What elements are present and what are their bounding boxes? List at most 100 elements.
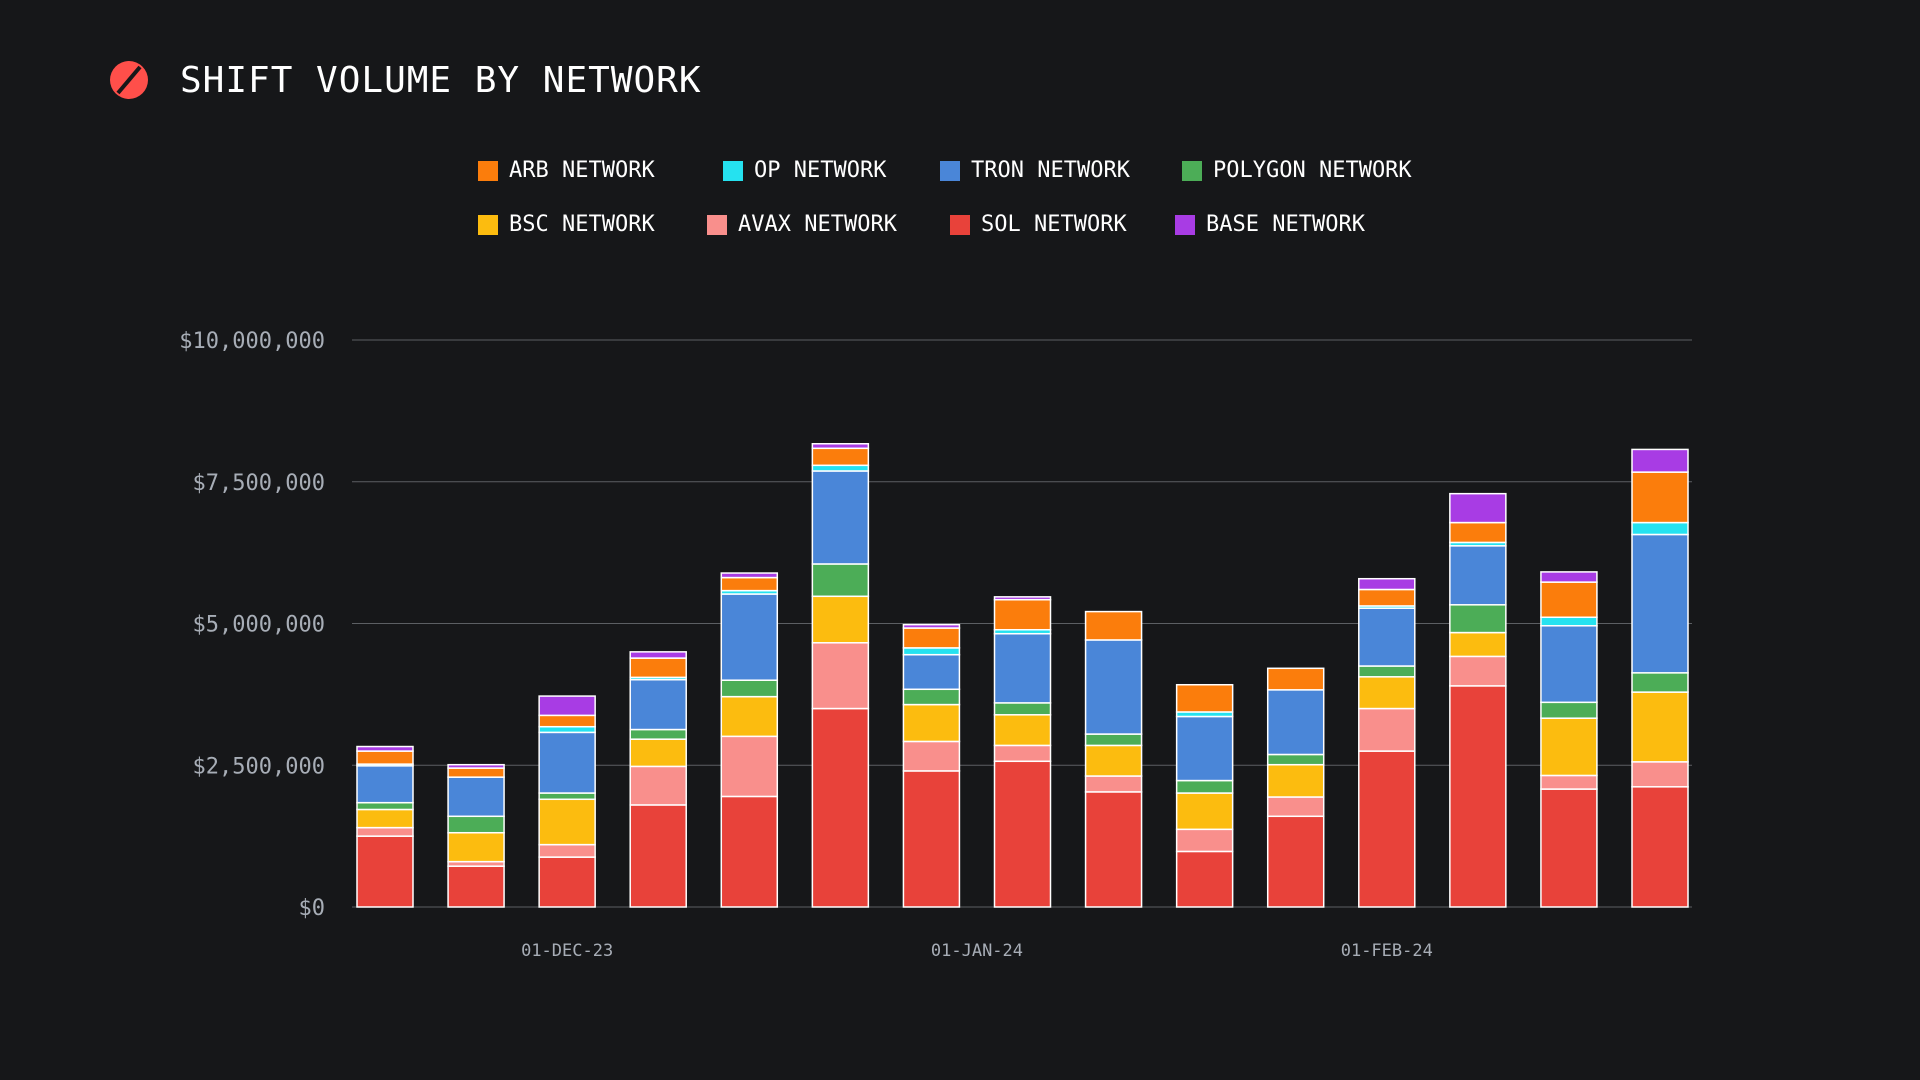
bar-segment[interactable]	[629, 651, 687, 659]
bar-segment[interactable]	[811, 642, 870, 710]
bar-segment[interactable]	[902, 647, 961, 656]
bar-segment[interactable]	[1175, 850, 1234, 908]
bar-segment[interactable]	[1084, 610, 1143, 641]
bar-segment[interactable]	[1631, 691, 1689, 763]
bar-segment[interactable]	[1449, 492, 1507, 524]
bar-stack[interactable]	[1084, 610, 1143, 908]
bar-segment[interactable]	[1540, 571, 1598, 583]
legend-item-arb[interactable]: ARB NETWORK	[478, 158, 655, 183]
bar-segment[interactable]	[356, 826, 414, 837]
bar-segment[interactable]	[1084, 775, 1143, 793]
bar-segment[interactable]	[1358, 588, 1416, 607]
bar-segment[interactable]	[538, 798, 596, 846]
bar-segment[interactable]	[902, 688, 961, 706]
bar-segment[interactable]	[629, 728, 687, 740]
bar-segment[interactable]	[538, 725, 596, 734]
bar-stack[interactable]	[1631, 448, 1689, 908]
bar-stack[interactable]	[902, 623, 961, 908]
bar-segment[interactable]	[993, 596, 1052, 601]
bar-segment[interactable]	[1358, 665, 1416, 678]
bar-segment[interactable]	[1449, 521, 1507, 544]
bar-segment[interactable]	[356, 801, 414, 811]
bar-segment[interactable]	[1540, 616, 1598, 627]
bar-segment[interactable]	[720, 735, 779, 798]
bar-segment[interactable]	[993, 760, 1052, 908]
bar-segment[interactable]	[1631, 471, 1689, 524]
bar-segment[interactable]	[1540, 717, 1598, 777]
bar-segment[interactable]	[1540, 581, 1598, 619]
bar-segment[interactable]	[720, 593, 779, 681]
bar-segment[interactable]	[1631, 521, 1689, 536]
bar-segment[interactable]	[1175, 828, 1234, 853]
bar-segment[interactable]	[538, 731, 596, 794]
legend-item-tron[interactable]: TRON NETWORK	[940, 158, 1130, 183]
bar-segment[interactable]	[993, 714, 1052, 747]
bar-stack[interactable]	[538, 695, 596, 908]
legend-item-op[interactable]: OP NETWORK	[723, 158, 886, 183]
bar-segment[interactable]	[538, 843, 596, 858]
bar-segment[interactable]	[1266, 815, 1325, 908]
bar-stack[interactable]	[1358, 577, 1416, 908]
bar-segment[interactable]	[356, 808, 414, 829]
bar-segment[interactable]	[1631, 761, 1689, 788]
bar-segment[interactable]	[720, 576, 779, 592]
bar-segment[interactable]	[1631, 448, 1689, 473]
bar-segment[interactable]	[356, 750, 414, 765]
bar-segment[interactable]	[1084, 744, 1143, 777]
bar-segment[interactable]	[629, 738, 687, 768]
bar-segment[interactable]	[1175, 779, 1234, 794]
bar-segment[interactable]	[720, 679, 779, 698]
bar-segment[interactable]	[629, 804, 687, 908]
bar-segment[interactable]	[1175, 683, 1234, 713]
bar-segment[interactable]	[720, 572, 779, 579]
legend-item-polygon[interactable]: POLYGON NETWORK	[1182, 158, 1412, 183]
bar-segment[interactable]	[1449, 685, 1507, 908]
legend-item-base[interactable]: BASE NETWORK	[1175, 212, 1365, 237]
bar-segment[interactable]	[1266, 753, 1325, 766]
bar-segment[interactable]	[538, 714, 596, 728]
bar-segment[interactable]	[1540, 625, 1598, 704]
bar-segment[interactable]	[1631, 533, 1689, 674]
bar-segment[interactable]	[1358, 750, 1416, 908]
bar-segment[interactable]	[1540, 774, 1598, 790]
bar-segment[interactable]	[1449, 631, 1507, 658]
bar-segment[interactable]	[993, 744, 1052, 763]
bar-segment[interactable]	[993, 702, 1052, 716]
bar-segment[interactable]	[811, 470, 870, 565]
legend-item-avax[interactable]: AVAX NETWORK	[707, 212, 897, 237]
bar-segment[interactable]	[902, 623, 961, 629]
bar-stack[interactable]	[993, 596, 1052, 908]
bar-segment[interactable]	[538, 695, 596, 717]
bar-segment[interactable]	[1358, 707, 1416, 752]
bar-segment[interactable]	[538, 792, 596, 801]
bar-segment[interactable]	[1266, 763, 1325, 798]
bar-segment[interactable]	[902, 653, 961, 691]
bar-stack[interactable]	[720, 572, 779, 908]
bar-stack[interactable]	[1175, 683, 1234, 908]
bar-stack[interactable]	[1449, 492, 1507, 908]
bar-segment[interactable]	[1540, 788, 1598, 908]
bar-stack[interactable]	[447, 763, 505, 908]
legend-item-sol[interactable]: SOL NETWORK	[950, 212, 1127, 237]
bar-segment[interactable]	[1358, 607, 1416, 667]
bar-segment[interactable]	[1449, 545, 1507, 606]
bar-segment[interactable]	[447, 763, 505, 769]
bar-segment[interactable]	[1540, 701, 1598, 719]
bar-segment[interactable]	[993, 632, 1052, 704]
bar-segment[interactable]	[538, 856, 596, 908]
bar-segment[interactable]	[811, 563, 870, 598]
bar-segment[interactable]	[1266, 667, 1325, 691]
bar-segment[interactable]	[993, 598, 1052, 631]
bar-segment[interactable]	[1084, 733, 1143, 747]
bar-segment[interactable]	[720, 795, 779, 908]
bar-segment[interactable]	[356, 745, 414, 752]
bar-segment[interactable]	[1449, 655, 1507, 687]
legend-item-bsc[interactable]: BSC NETWORK	[478, 212, 655, 237]
bar-stack[interactable]	[1540, 571, 1598, 908]
bar-segment[interactable]	[447, 815, 505, 834]
bar-segment[interactable]	[629, 678, 687, 731]
bar-segment[interactable]	[1631, 786, 1689, 908]
bar-segment[interactable]	[1266, 689, 1325, 756]
bar-segment[interactable]	[447, 776, 505, 818]
bar-segment[interactable]	[1175, 792, 1234, 831]
